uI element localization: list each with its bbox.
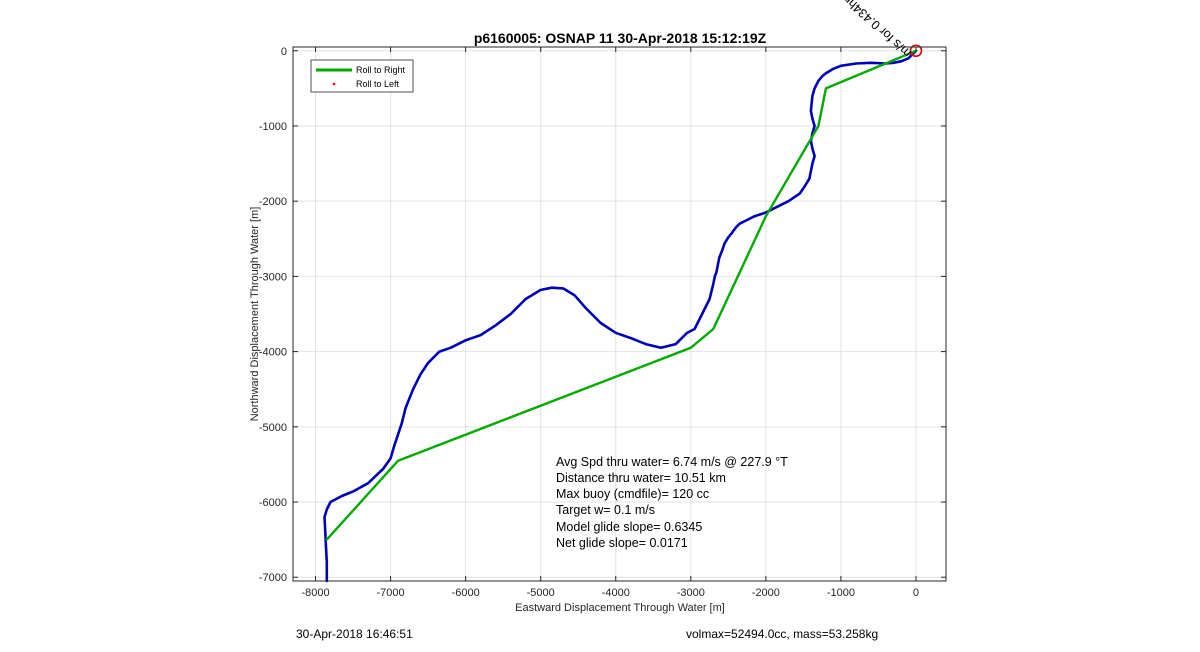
x-axis-label: Eastward Displacement Through Water [m] bbox=[515, 602, 725, 614]
stats-annotation: Avg Spd thru water= 6.74 m/s @ 227.9 °T … bbox=[556, 455, 788, 550]
legend-label-roll-left: Roll to Left bbox=[356, 79, 400, 89]
footer-timestamp: 30-Apr-2018 16:46:51 bbox=[296, 627, 413, 641]
grid bbox=[293, 47, 946, 581]
x-tick-label: -8000 bbox=[301, 587, 329, 599]
track-layer bbox=[323, 44, 923, 583]
annotation-target-w: Target w= 0.1 m/s bbox=[556, 503, 655, 517]
x-tick-label: -2000 bbox=[752, 587, 780, 599]
y-tick-label: -4000 bbox=[259, 347, 287, 359]
x-tick-label: 0 bbox=[913, 587, 919, 599]
y-tick-label: 0 bbox=[281, 46, 287, 58]
x-tick-label: -5000 bbox=[527, 587, 555, 599]
chart-title: p6160005: OSNAP 11 30-Apr-2018 15:12:19Z bbox=[474, 30, 767, 46]
annotation-model-glide: Model glide slope= 0.6345 bbox=[556, 520, 702, 534]
y-tick-label: -1000 bbox=[259, 121, 287, 133]
annotation-avg-speed: Avg Spd thru water= 6.74 m/s @ 227.9 °T bbox=[556, 455, 788, 469]
plot-frame bbox=[292, 46, 947, 582]
plot-area: -8000 -7000 -6000 -5000 -4000 -3000 -2000 -1000… bbox=[259, 44, 947, 599]
legend-box bbox=[310, 59, 414, 93]
marker-start-circle bbox=[909, 44, 923, 58]
y-tick-label: -3000 bbox=[259, 271, 287, 283]
footer-info: volmax=52494.0cc, mass=53.258kg bbox=[686, 627, 879, 641]
legend: Roll to Right Roll to Left bbox=[310, 59, 414, 93]
y-tick-label: -2000 bbox=[259, 196, 287, 208]
series-roll-right bbox=[325, 49, 918, 541]
x-tick-label: -3000 bbox=[677, 587, 705, 599]
y-axis-label: Northward Displacement Through Water [m] bbox=[249, 207, 261, 422]
y-tick-label: -7000 bbox=[259, 572, 287, 584]
tick-labels: -8000 -7000 -6000 -5000 -4000 -3000 -2000 -1000… bbox=[259, 46, 946, 599]
legend-label-roll-right: Roll to Right bbox=[356, 65, 406, 75]
y-tick-label: -6000 bbox=[259, 497, 287, 509]
x-tick-label: -1000 bbox=[827, 587, 855, 599]
x-tick-label: -7000 bbox=[377, 587, 405, 599]
y-tick-label: -5000 bbox=[259, 422, 287, 434]
annotation-max-buoy: Max buoy (cmdfile)= 120 cc bbox=[556, 487, 709, 501]
plot-background bbox=[293, 47, 946, 581]
annotation-distance: Distance thru water= 10.51 km bbox=[556, 471, 726, 485]
x-tick-label: -4000 bbox=[602, 587, 630, 599]
annotation-net-glide: Net glide slope= 0.0171 bbox=[556, 536, 688, 550]
x-tick-label: -6000 bbox=[452, 587, 480, 599]
legend-marker-roll-left bbox=[332, 82, 336, 86]
series-track bbox=[323, 49, 918, 583]
